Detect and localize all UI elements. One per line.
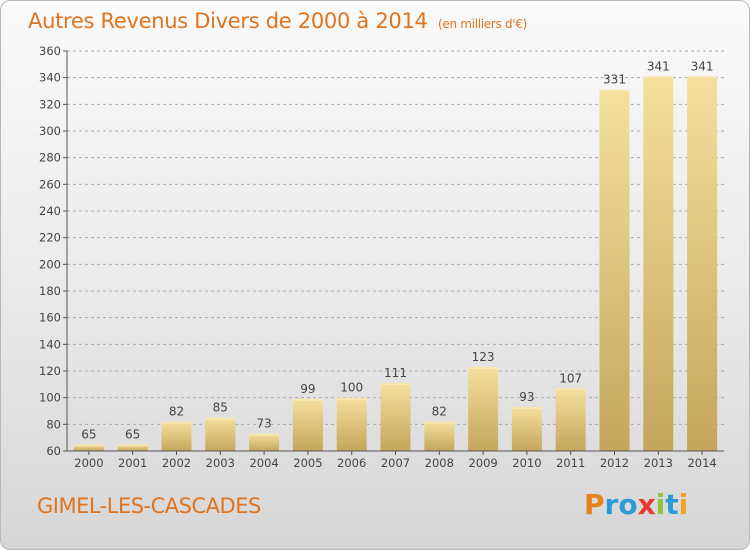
x-tick-label: 2001 bbox=[118, 456, 147, 470]
bar-highlight bbox=[555, 388, 586, 391]
x-tick-label: 2008 bbox=[425, 456, 454, 470]
y-tick-label: 120 bbox=[39, 364, 61, 378]
y-tick-label: 280 bbox=[39, 151, 61, 165]
y-tick-label: 140 bbox=[39, 337, 61, 351]
chart-subtitle: (en milliers d'€) bbox=[438, 17, 528, 31]
bar-highlight bbox=[73, 444, 104, 447]
bar-highlight bbox=[511, 407, 542, 409]
logo-letter: i bbox=[655, 488, 666, 521]
x-tick-label: 2006 bbox=[337, 456, 366, 470]
logo-letter: t bbox=[665, 488, 679, 521]
x-tick-label: 2002 bbox=[162, 456, 191, 470]
bar-highlight bbox=[468, 367, 499, 369]
bar-value-label: 341 bbox=[691, 59, 714, 73]
x-tick-label: 2009 bbox=[468, 456, 497, 470]
bar-value-label: 331 bbox=[603, 73, 626, 87]
bar-highlight bbox=[643, 76, 674, 79]
bar-value-label: 82 bbox=[432, 405, 447, 419]
y-tick-label: 100 bbox=[39, 391, 61, 405]
bar bbox=[73, 444, 104, 451]
bar-value-label: 341 bbox=[647, 59, 670, 73]
logo-letter: P bbox=[584, 488, 605, 521]
bar-value-label: 100 bbox=[340, 381, 363, 395]
bar-value-label: 65 bbox=[125, 427, 140, 441]
bar-highlight bbox=[292, 399, 323, 401]
bar bbox=[555, 388, 586, 451]
logo-letter: o bbox=[618, 488, 638, 521]
logo-letter: r bbox=[604, 488, 619, 521]
x-tick-label: 2013 bbox=[644, 456, 673, 470]
bar-highlight bbox=[117, 444, 148, 447]
x-tick-label: 2012 bbox=[600, 456, 629, 470]
bar bbox=[424, 421, 455, 451]
bar bbox=[599, 89, 630, 452]
bar-value-label: 85 bbox=[213, 401, 228, 415]
bar-value-label: 123 bbox=[472, 350, 495, 364]
bar bbox=[292, 399, 323, 451]
bar bbox=[511, 407, 542, 451]
bar-value-label: 111 bbox=[384, 366, 407, 380]
y-tick-label: 320 bbox=[39, 97, 61, 111]
bar-value-label: 65 bbox=[81, 427, 96, 441]
bar-value-label: 93 bbox=[519, 390, 534, 404]
y-tick-label: 220 bbox=[39, 231, 61, 245]
bar-value-label: 107 bbox=[559, 371, 582, 385]
chart-title: Autres Revenus Divers de 2000 à 2014 (en… bbox=[28, 9, 527, 33]
bar bbox=[468, 367, 499, 451]
bar bbox=[161, 421, 192, 451]
bar bbox=[117, 444, 148, 451]
x-tick-label: 2011 bbox=[556, 456, 585, 470]
bar-highlight bbox=[687, 76, 718, 79]
x-tick-label: 2000 bbox=[74, 456, 103, 470]
y-tick-label: 360 bbox=[39, 44, 61, 58]
y-tick-label: 180 bbox=[39, 284, 61, 298]
x-tick-label: 2003 bbox=[206, 456, 235, 470]
logo-letter: x bbox=[637, 488, 656, 521]
bar-value-label: 73 bbox=[256, 417, 271, 431]
x-tick-label: 2010 bbox=[512, 456, 541, 470]
y-tick-label: 60 bbox=[46, 444, 61, 458]
bar-highlight bbox=[249, 433, 280, 436]
y-tick-label: 300 bbox=[39, 124, 61, 138]
y-tick-label: 160 bbox=[39, 311, 61, 325]
bar bbox=[687, 76, 718, 451]
x-tick-label: 2007 bbox=[381, 456, 410, 470]
bar bbox=[249, 433, 280, 451]
bar bbox=[336, 397, 367, 451]
bar-highlight bbox=[599, 89, 630, 92]
y-tick-label: 240 bbox=[39, 204, 61, 218]
bar-highlight bbox=[424, 421, 455, 424]
x-tick-label: 2004 bbox=[249, 456, 278, 470]
bar bbox=[643, 76, 674, 451]
bar-highlight bbox=[161, 421, 192, 424]
bar-value-label: 99 bbox=[300, 382, 315, 396]
bar bbox=[380, 383, 411, 451]
y-tick-label: 80 bbox=[46, 417, 61, 431]
proxiti-logo: Proxiti bbox=[584, 488, 688, 521]
bar-highlight bbox=[336, 397, 367, 400]
y-tick-label: 260 bbox=[39, 177, 61, 191]
logo-letter: i bbox=[678, 488, 689, 521]
bar-value-label: 82 bbox=[169, 405, 184, 419]
location-name: GIMEL-LES-CASCADES bbox=[37, 494, 261, 518]
y-tick-label: 200 bbox=[39, 257, 61, 271]
x-tick-label: 2005 bbox=[293, 456, 322, 470]
x-tick-label: 2014 bbox=[687, 456, 716, 470]
y-tick-label: 340 bbox=[39, 71, 61, 85]
chart-title-text: Autres Revenus Divers de 2000 à 2014 bbox=[28, 9, 428, 33]
bar-highlight bbox=[380, 383, 411, 385]
bar-highlight bbox=[205, 417, 236, 420]
bar bbox=[205, 417, 236, 451]
